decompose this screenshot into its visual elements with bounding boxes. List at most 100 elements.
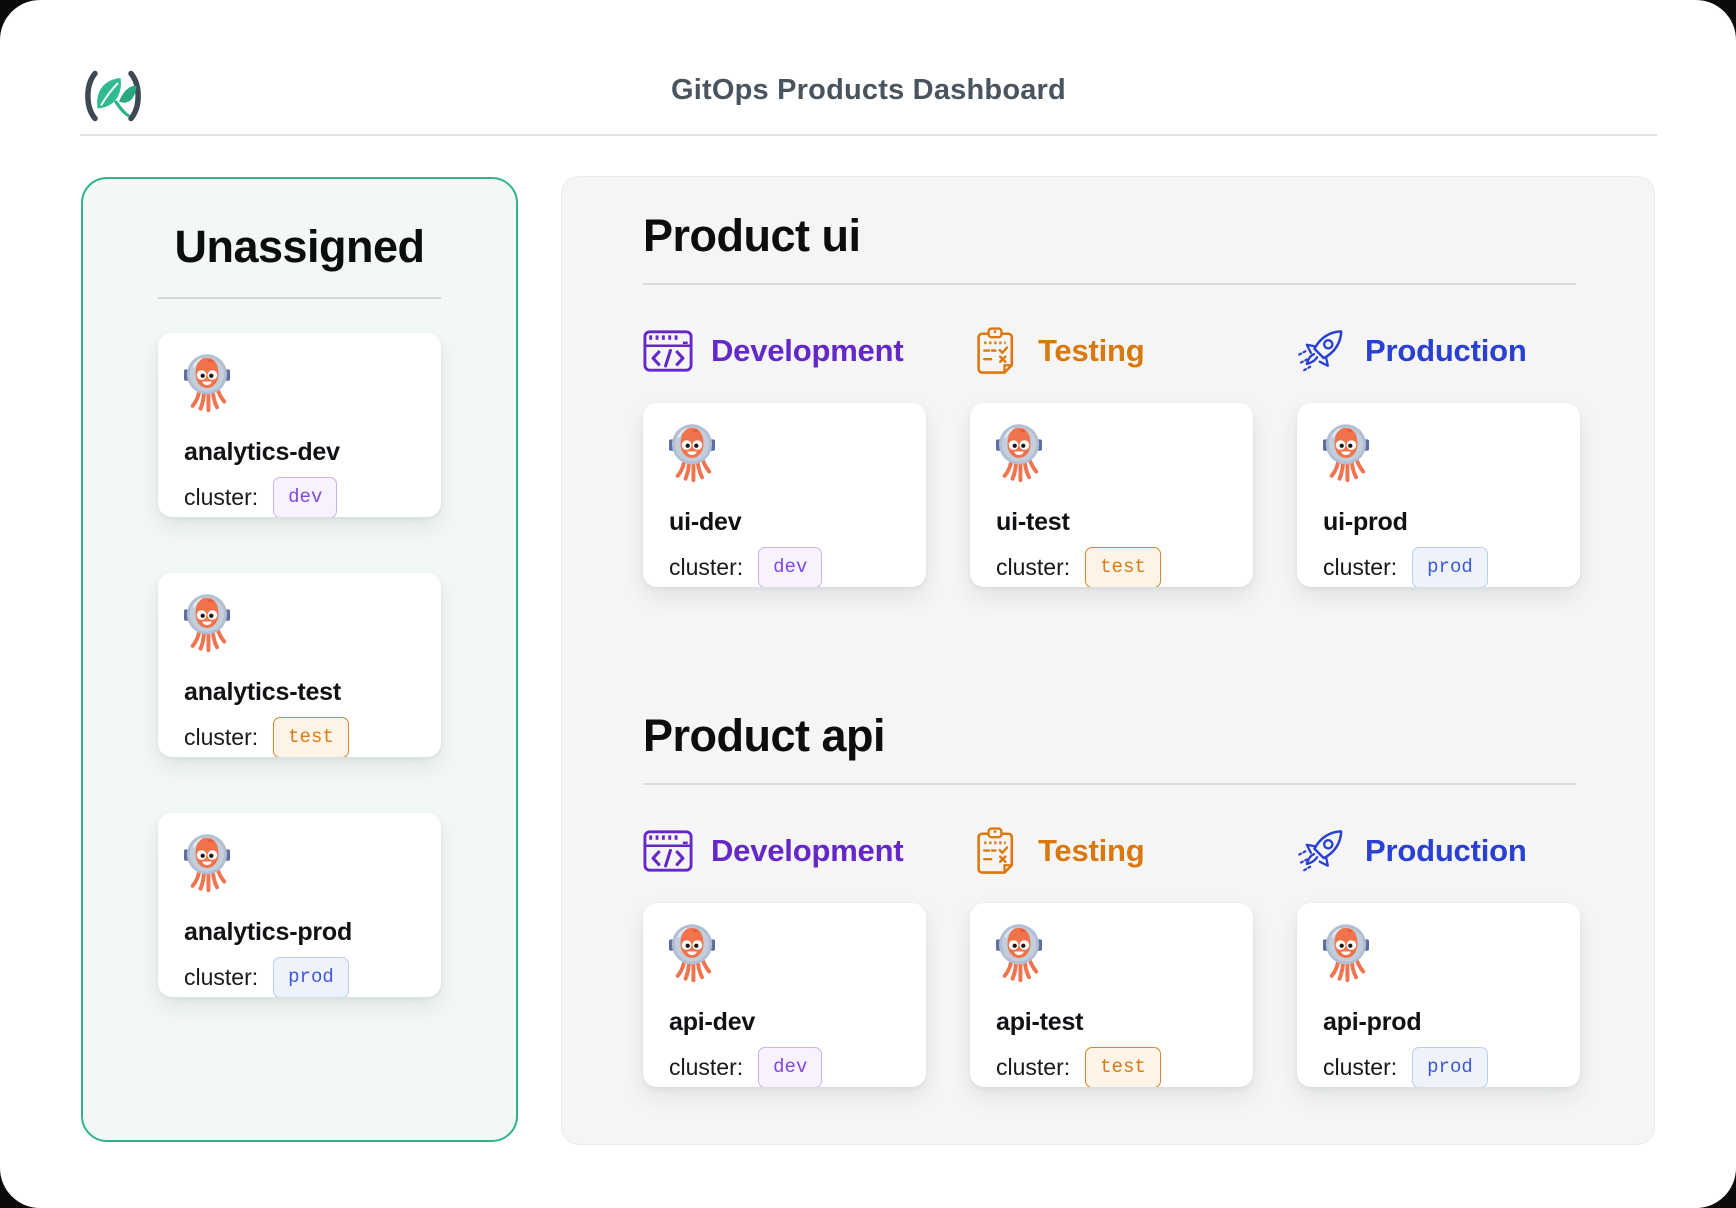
stage-production: Production ui-prod cluster: prod bbox=[1297, 325, 1580, 587]
cluster-badge: dev bbox=[273, 477, 338, 517]
stage-card-list: api-test cluster: test bbox=[970, 903, 1253, 1087]
cluster-row: cluster: test bbox=[184, 717, 415, 757]
cluster-label: cluster: bbox=[669, 1054, 744, 1080]
cluster-badge: prod bbox=[273, 957, 349, 997]
stage-label: Development bbox=[711, 833, 904, 868]
cluster-badge: prod bbox=[1412, 547, 1488, 587]
cluster-row: cluster: prod bbox=[1323, 547, 1554, 587]
header: GitOps Products Dashboard bbox=[80, 0, 1657, 136]
argo-octopus-icon bbox=[669, 920, 715, 983]
section-divider bbox=[643, 783, 1576, 785]
cluster-badge: dev bbox=[758, 1047, 823, 1087]
stage-development: Development ui-dev cluster: dev bbox=[643, 325, 926, 587]
stage-header-production: Production bbox=[1297, 825, 1580, 877]
section-divider bbox=[643, 283, 1576, 285]
app-name: api-dev bbox=[669, 1008, 756, 1036]
stage-header-production: Production bbox=[1297, 325, 1580, 377]
app-card-analytics-prod[interactable]: analytics-prod cluster: prod bbox=[158, 813, 441, 997]
unassigned-divider bbox=[158, 297, 441, 299]
stage-card-list: api-dev cluster: dev bbox=[643, 903, 926, 1087]
argo-octopus-icon bbox=[1323, 920, 1369, 983]
cluster-label: cluster: bbox=[996, 554, 1071, 580]
stage-grid: Development api-dev cluster: dev bbox=[643, 825, 1580, 1087]
stage-label: Testing bbox=[1038, 333, 1145, 368]
argo-octopus-icon bbox=[184, 830, 230, 893]
argo-octopus-icon bbox=[996, 420, 1042, 483]
app-name: ui-dev bbox=[669, 508, 742, 536]
cluster-label: cluster: bbox=[184, 964, 259, 990]
app-name: api-test bbox=[996, 1008, 1084, 1036]
stage-card-list: ui-dev cluster: dev bbox=[643, 403, 926, 587]
cluster-label: cluster: bbox=[669, 554, 744, 580]
app-card-ui-prod[interactable]: ui-prod cluster: prod bbox=[1297, 403, 1580, 587]
app-name: analytics-prod bbox=[184, 918, 353, 946]
cluster-badge: test bbox=[1085, 547, 1161, 587]
cluster-row: cluster: prod bbox=[184, 957, 415, 997]
stage-header-testing: Testing bbox=[970, 325, 1253, 377]
app-card-ui-test[interactable]: ui-test cluster: test bbox=[970, 403, 1253, 587]
product-section-api: Product api Development api-dev cluster: bbox=[643, 710, 1580, 1087]
cluster-label: cluster: bbox=[1323, 1054, 1398, 1080]
cluster-badge: dev bbox=[758, 547, 823, 587]
products-panel: Product ui Development ui-dev cluster: bbox=[561, 176, 1655, 1145]
stage-development: Development api-dev cluster: dev bbox=[643, 825, 926, 1087]
cluster-label: cluster: bbox=[996, 1054, 1071, 1080]
code-window-icon bbox=[643, 326, 693, 376]
argo-octopus-icon bbox=[184, 590, 230, 653]
argo-octopus-icon bbox=[996, 920, 1042, 983]
stage-header-development: Development bbox=[643, 825, 926, 877]
cluster-row: cluster: dev bbox=[669, 1047, 900, 1087]
argo-octopus-icon bbox=[184, 350, 230, 413]
cluster-label: cluster: bbox=[184, 724, 259, 750]
app-name: ui-test bbox=[996, 508, 1070, 536]
product-title: Product api bbox=[643, 710, 886, 761]
cluster-badge: prod bbox=[1412, 1047, 1488, 1087]
stage-label: Production bbox=[1365, 333, 1527, 368]
rocket-icon bbox=[1297, 326, 1347, 376]
stage-card-list: api-prod cluster: prod bbox=[1297, 903, 1580, 1087]
cluster-row: cluster: dev bbox=[184, 477, 415, 517]
stage-production: Production api-prod cluster: prod bbox=[1297, 825, 1580, 1087]
stage-card-list: ui-prod cluster: prod bbox=[1297, 403, 1580, 587]
stage-testing: Testing ui-test cluster: test bbox=[970, 325, 1253, 587]
cluster-label: cluster: bbox=[184, 484, 259, 510]
app-name: analytics-dev bbox=[184, 438, 340, 466]
stage-label: Testing bbox=[1038, 833, 1145, 868]
argo-octopus-icon bbox=[1323, 420, 1369, 483]
product-title: Product ui bbox=[643, 210, 861, 261]
app-name: api-prod bbox=[1323, 1008, 1422, 1036]
code-window-icon bbox=[643, 826, 693, 876]
stage-header-development: Development bbox=[643, 325, 926, 377]
unassigned-card-list: analytics-dev cluster: dev analytics-tes… bbox=[158, 333, 441, 997]
clipboard-check-icon bbox=[970, 326, 1020, 376]
cluster-row: cluster: test bbox=[996, 1047, 1227, 1087]
app-card-ui-dev[interactable]: ui-dev cluster: dev bbox=[643, 403, 926, 587]
app-card-analytics-test[interactable]: analytics-test cluster: test bbox=[158, 573, 441, 757]
stage-label: Development bbox=[711, 333, 904, 368]
rocket-icon bbox=[1297, 826, 1347, 876]
unassigned-title: Unassigned bbox=[174, 221, 425, 272]
stage-header-testing: Testing bbox=[970, 825, 1253, 877]
stage-grid: Development ui-dev cluster: dev bbox=[643, 325, 1580, 587]
app-name: analytics-test bbox=[184, 678, 341, 706]
page-title: GitOps Products Dashboard bbox=[671, 74, 1066, 106]
cluster-row: cluster: prod bbox=[1323, 1047, 1554, 1087]
stage-testing: Testing api-test cluster: test bbox=[970, 825, 1253, 1087]
stage-label: Production bbox=[1365, 833, 1527, 868]
argo-octopus-icon bbox=[669, 420, 715, 483]
cluster-row: cluster: test bbox=[996, 547, 1227, 587]
stage-card-list: ui-test cluster: test bbox=[970, 403, 1253, 587]
app-card-api-prod[interactable]: api-prod cluster: prod bbox=[1297, 903, 1580, 1087]
app-name: ui-prod bbox=[1323, 508, 1408, 536]
app-card-api-test[interactable]: api-test cluster: test bbox=[970, 903, 1253, 1087]
cluster-label: cluster: bbox=[1323, 554, 1398, 580]
app-card-analytics-dev[interactable]: analytics-dev cluster: dev bbox=[158, 333, 441, 517]
cluster-badge: test bbox=[273, 717, 349, 757]
clipboard-check-icon bbox=[970, 826, 1020, 876]
product-section-ui: Product ui Development ui-dev cluster: bbox=[643, 210, 1580, 587]
cluster-badge: test bbox=[1085, 1047, 1161, 1087]
cluster-row: cluster: dev bbox=[669, 547, 900, 587]
unassigned-panel: Unassigned analytics-dev cluster: dev an… bbox=[81, 177, 518, 1142]
app-card-api-dev[interactable]: api-dev cluster: dev bbox=[643, 903, 926, 1087]
